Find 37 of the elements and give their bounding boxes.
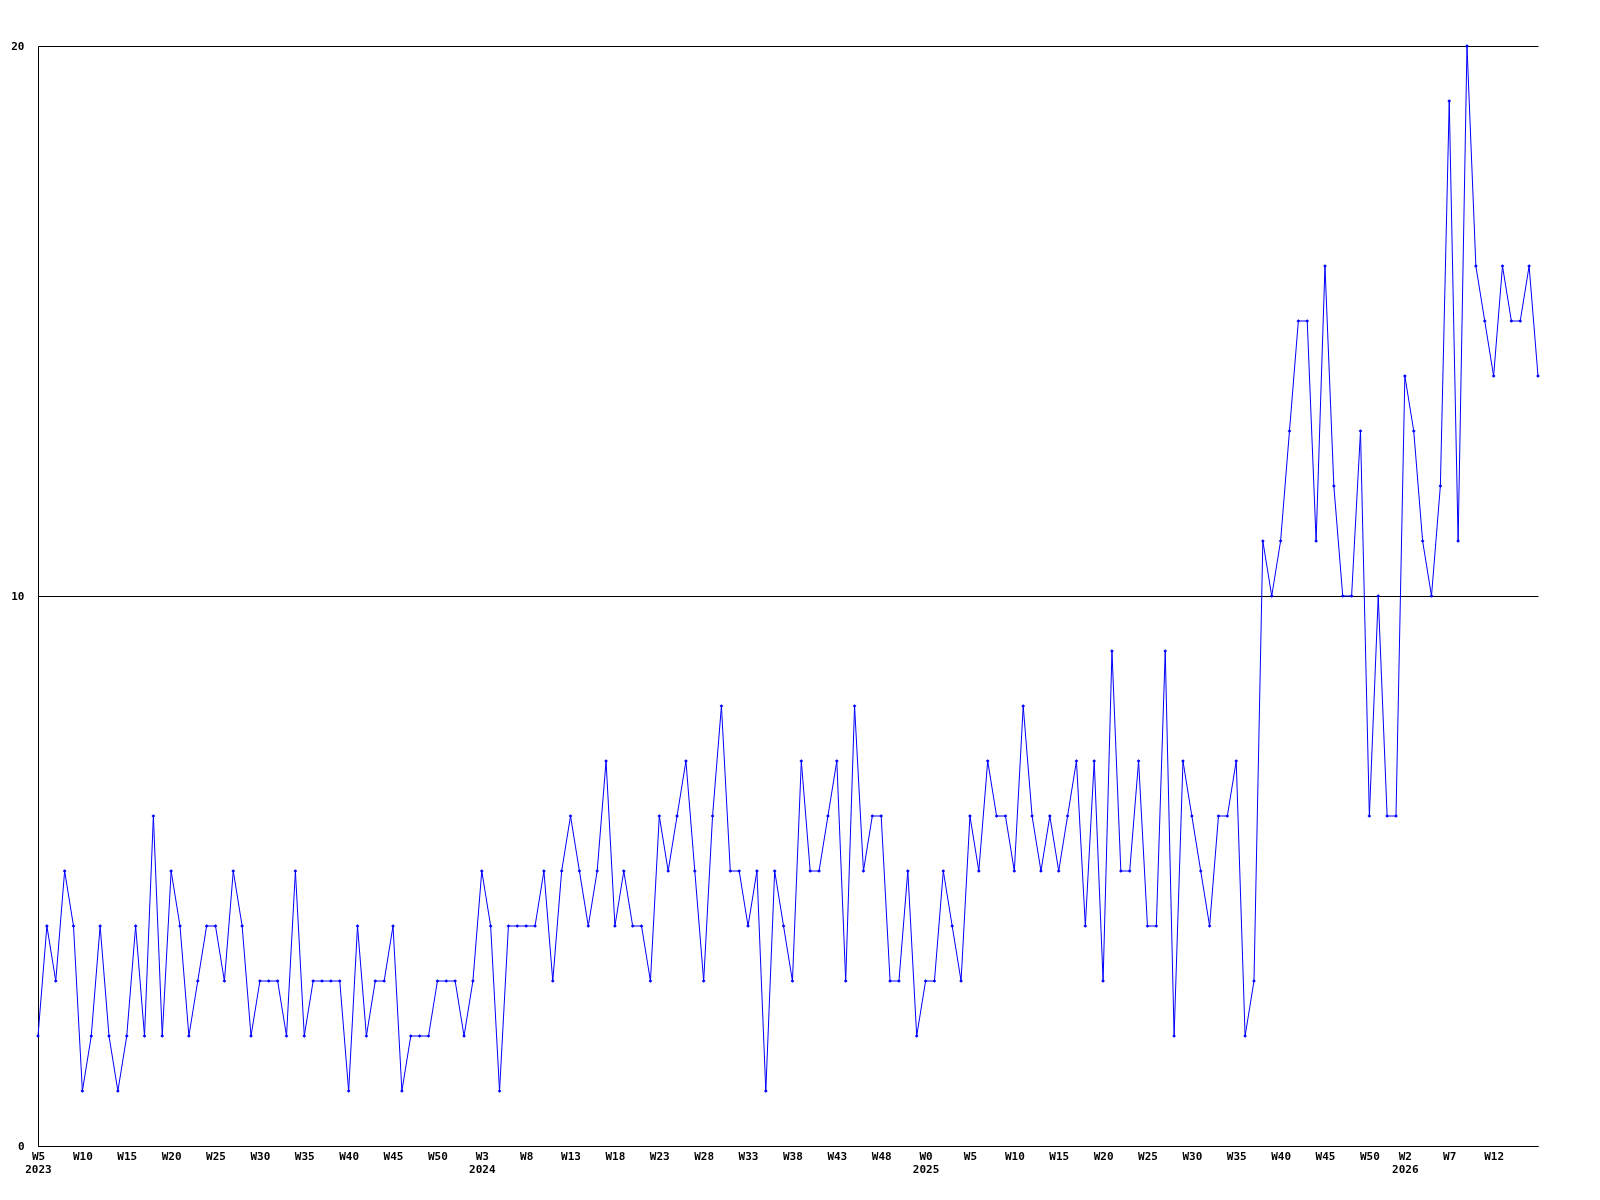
x-tick-label: W18: [605, 1149, 626, 1163]
x-tick-label: W8: [520, 1149, 534, 1163]
x-tick-label: W35: [294, 1149, 315, 1163]
x-tick-label: W40: [339, 1149, 360, 1163]
y-tick-label: 10: [11, 589, 25, 603]
x-tick-label: W30: [250, 1149, 271, 1163]
x-tick-label: W5: [963, 1149, 978, 1163]
x-tick-label: W10: [72, 1149, 93, 1163]
x-tick-label: W33: [738, 1149, 759, 1163]
x-tick-label: W20: [1093, 1149, 1114, 1163]
x-tick-label: W40: [1271, 1149, 1292, 1163]
x-tick-label: W7: [1443, 1149, 1457, 1163]
x-tick-label: W35: [1226, 1149, 1247, 1163]
x-tick-label: W15: [1049, 1149, 1070, 1163]
x-tick-label: W38: [783, 1149, 803, 1163]
x-tick-label: W0 2025: [912, 1149, 940, 1176]
x-tick-label: W20: [161, 1149, 182, 1163]
x-tick-label: W10: [1004, 1149, 1025, 1163]
y-tick-label: 0: [17, 1139, 25, 1153]
x-tick-label: W23: [649, 1149, 670, 1163]
x-tick-label: W50: [1359, 1149, 1380, 1163]
x-tick-label: W28: [694, 1149, 715, 1163]
x-tick-label: W5 2023: [25, 1149, 52, 1176]
x-tick-label: W2 2026: [1392, 1149, 1419, 1176]
y-tick-label: 20: [11, 39, 25, 53]
x-tick-label: W48: [871, 1149, 892, 1163]
x-tick-label: W45: [383, 1149, 404, 1163]
x-tick-label: W45: [1315, 1149, 1336, 1163]
x-tick-label: W3 2024: [469, 1149, 496, 1176]
x-tick-label: W25: [1138, 1149, 1158, 1163]
x-tick-label: W25: [206, 1149, 226, 1163]
x-tick-label: W50: [427, 1149, 448, 1163]
x-tick-label: W12: [1484, 1149, 1505, 1163]
x-tick-label: W13: [561, 1149, 581, 1163]
x-tick-label: W15: [117, 1149, 138, 1163]
x-tick-label: W43: [827, 1149, 848, 1163]
x-tick-label: W30: [1182, 1149, 1203, 1163]
